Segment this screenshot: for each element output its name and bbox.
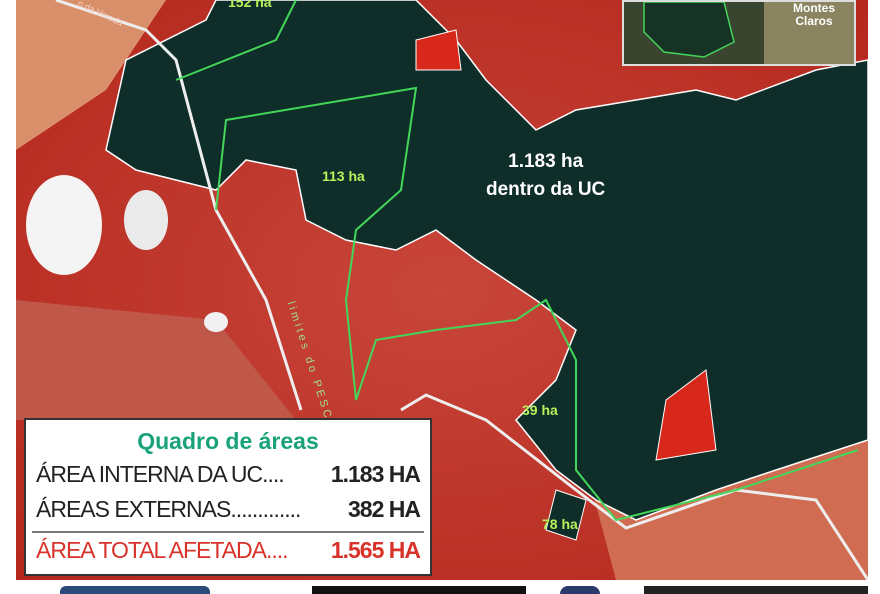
legend-label: ÁREAS EXTERNAS.............: [36, 496, 301, 522]
legend-value: 1.183 HA: [330, 461, 421, 487]
pesc-boundary: [175, 0, 297, 81]
legend-row-total: ÁREA TOTAL AFETADA.... 1.565 HA: [32, 531, 424, 568]
burned-area: [105, 0, 869, 521]
area-label-39: 39 ha: [522, 402, 558, 418]
legend-label: ÁREA INTERNA DA UC....: [36, 461, 285, 487]
satellite-map: o da Vereda 152 ha 113 ha 39 ha 78 ha 1.…: [16, 0, 870, 581]
legend-row-internal: ÁREA INTERNA DA UC.... 1.183 HA: [26, 457, 430, 492]
uc-area-value: 1.183 ha: [508, 151, 584, 172]
uc-area-subtitle: dentro da UC: [486, 179, 606, 200]
burned-area: [545, 489, 587, 541]
inset-image: [624, 2, 854, 64]
legend-value: 382 HA: [348, 496, 421, 522]
legend-label: ÁREA TOTAL AFETADA....: [36, 537, 289, 563]
logo: [60, 586, 210, 594]
road: [400, 393, 870, 581]
field-area: [16, 300, 296, 420]
uc-area-label: 1.183 ha dentro da UC: [486, 148, 605, 204]
field-area: [16, 0, 166, 150]
inset-city-label: Montes Claros: [793, 1, 835, 28]
pesc-boundary: [215, 86, 859, 522]
logo: [560, 586, 600, 594]
cloud: [26, 175, 102, 275]
logo: [644, 586, 868, 594]
legend-title: Quadro de áreas: [137, 428, 319, 454]
locator-inset-map: Montes Claros: [622, 0, 856, 66]
areas-legend: Quadro de áreas ÁREA INTERNA DA UC.... 1…: [24, 418, 432, 576]
map-image: [16, 0, 870, 581]
area-label-113: 113 ha: [322, 168, 365, 184]
cloud: [204, 312, 228, 332]
area-label-152: 152 ha: [228, 0, 272, 10]
road: [55, 0, 303, 411]
legend-row-external: ÁREAS EXTERNAS............. 382 HA: [26, 492, 430, 527]
cloud: [124, 190, 168, 250]
area-label-78: 78 ha: [542, 516, 578, 532]
legend-value: 1.565 HA: [330, 537, 421, 563]
unburned-patch: [655, 369, 717, 461]
logo: [312, 586, 526, 594]
unburned-patch: [415, 29, 462, 71]
